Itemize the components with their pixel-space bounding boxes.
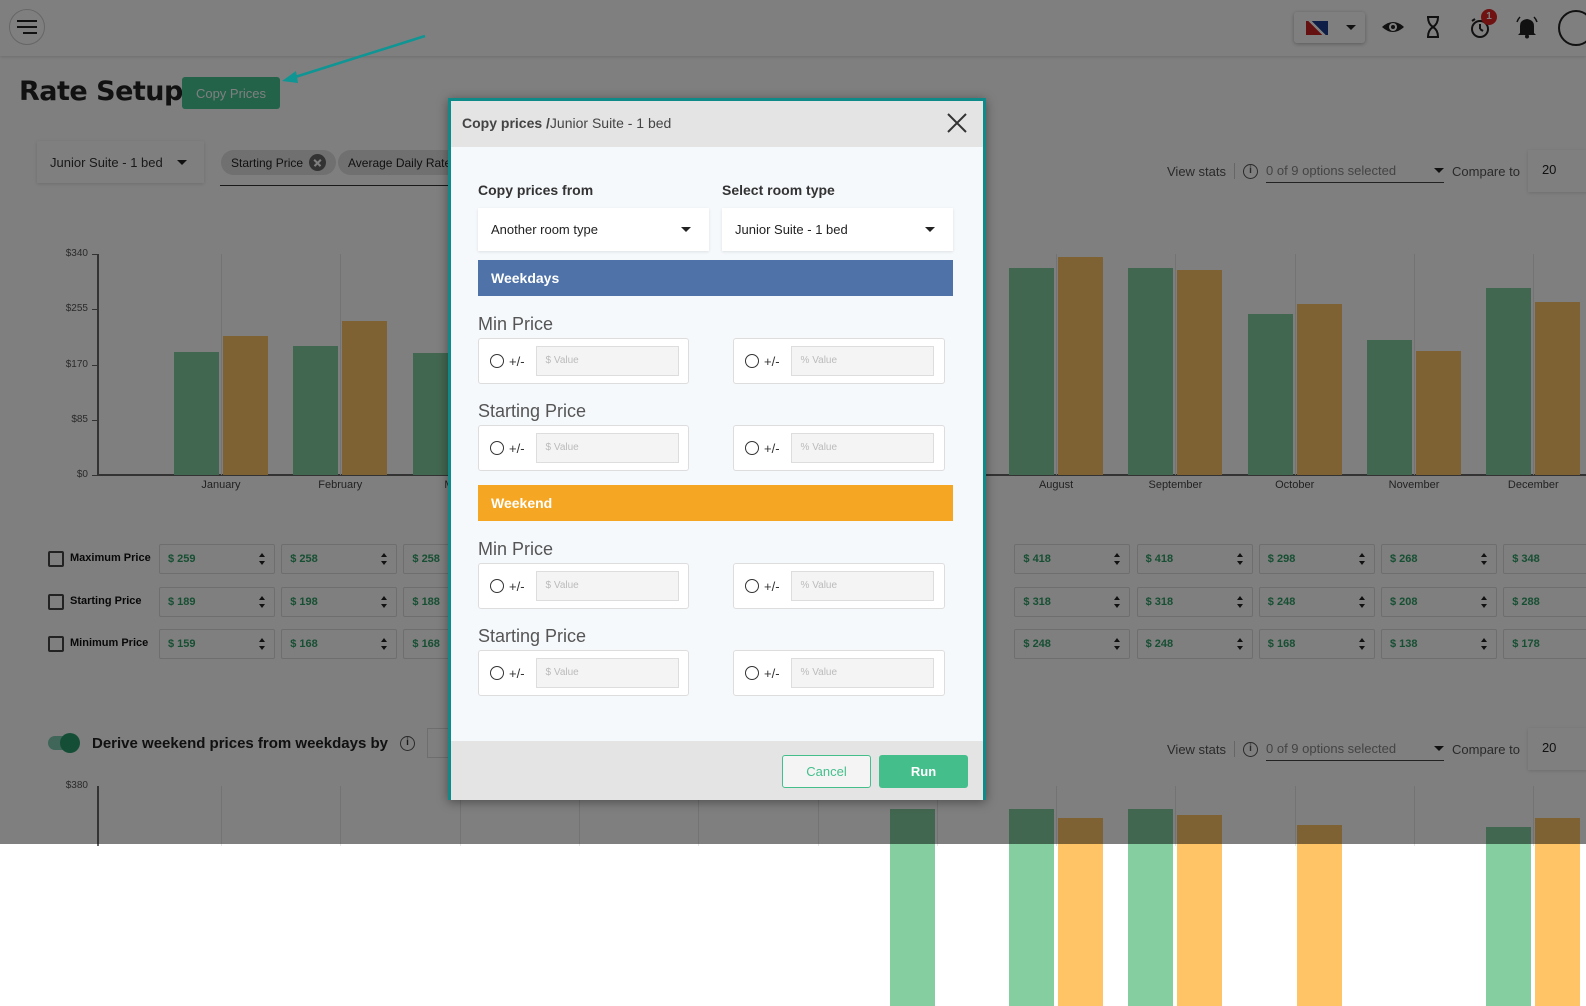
percent-adjust-option: +/- % Value xyxy=(733,425,945,471)
plus-minus-label: +/- xyxy=(509,440,525,456)
dollar-adjust-option: +/- $ Value xyxy=(478,650,689,696)
min-price-label: Min Price xyxy=(478,539,554,559)
bar xyxy=(1058,817,1104,1006)
percent-radio[interactable] xyxy=(745,441,759,455)
close-icon[interactable] xyxy=(945,111,969,135)
min-price-label: Min Price xyxy=(478,314,554,334)
percent-radio[interactable] xyxy=(745,354,759,368)
plus-minus-label: +/- xyxy=(764,578,780,594)
copy-from-label: Copy prices from xyxy=(478,182,594,198)
percent-adjust-option: +/- % Value xyxy=(733,563,945,609)
copy-from-select[interactable]: Another room type xyxy=(478,208,709,251)
caret-down-icon xyxy=(681,227,691,232)
dollar-adjust-option: +/- $ Value xyxy=(478,425,689,471)
dollar-value-input[interactable]: $ Value xyxy=(535,433,679,463)
starting-price-label: Starting Price xyxy=(478,626,587,646)
percent-radio[interactable] xyxy=(745,666,759,680)
percent-value-input[interactable]: % Value xyxy=(790,433,934,463)
dollar-value-input[interactable]: $ Value xyxy=(535,571,679,601)
dollar-value-input[interactable]: $ Value xyxy=(535,346,679,376)
plus-minus-label: +/- xyxy=(509,665,525,681)
dollar-adjust-option: +/- $ Value xyxy=(478,563,689,609)
bar xyxy=(1296,824,1342,1006)
dollar-value-input[interactable]: $ Value xyxy=(535,658,679,688)
percent-value-input[interactable]: % Value xyxy=(790,571,934,601)
select-value: Junior Suite - 1 bed xyxy=(735,222,848,237)
room-type-label: Select room type xyxy=(722,182,835,198)
starting-price-label: Starting Price xyxy=(478,401,587,421)
percent-radio[interactable] xyxy=(745,579,759,593)
modal-title: Copy prices / xyxy=(462,115,550,131)
dollar-adjust-option: +/- $ Value xyxy=(478,338,689,384)
dollar-radio[interactable] xyxy=(490,354,504,368)
caret-down-icon xyxy=(925,227,935,232)
plus-minus-label: +/- xyxy=(509,353,525,369)
dollar-radio[interactable] xyxy=(490,579,504,593)
bar xyxy=(1535,817,1581,1006)
plus-minus-label: +/- xyxy=(764,440,780,456)
modal-title-room: Junior Suite - 1 bed xyxy=(549,115,672,131)
plus-minus-label: +/- xyxy=(764,665,780,681)
run-button[interactable]: Run xyxy=(879,755,968,788)
cancel-button[interactable]: Cancel xyxy=(782,755,871,788)
band-weekdays: Weekdays xyxy=(478,260,953,296)
dollar-radio[interactable] xyxy=(490,441,504,455)
select-value: Another room type xyxy=(491,222,598,237)
dollar-radio[interactable] xyxy=(490,666,504,680)
copy-prices-modal: Copy prices /Junior Suite - 1 bed Copy p… xyxy=(448,98,986,800)
percent-value-input[interactable]: % Value xyxy=(790,658,934,688)
annotation-arrow xyxy=(282,34,426,83)
modal-header: Copy prices /Junior Suite - 1 bed xyxy=(451,101,983,147)
modal-footer: Cancel Run xyxy=(451,741,983,800)
band-weekend: Weekend xyxy=(478,485,953,521)
percent-adjust-option: +/- % Value xyxy=(733,650,945,696)
plus-minus-label: +/- xyxy=(764,353,780,369)
room-type-select[interactable]: Junior Suite - 1 bed xyxy=(722,208,953,251)
plus-minus-label: +/- xyxy=(509,578,525,594)
percent-adjust-option: +/- % Value xyxy=(733,338,945,384)
bar xyxy=(1486,827,1532,1006)
percent-value-input[interactable]: % Value xyxy=(790,346,934,376)
